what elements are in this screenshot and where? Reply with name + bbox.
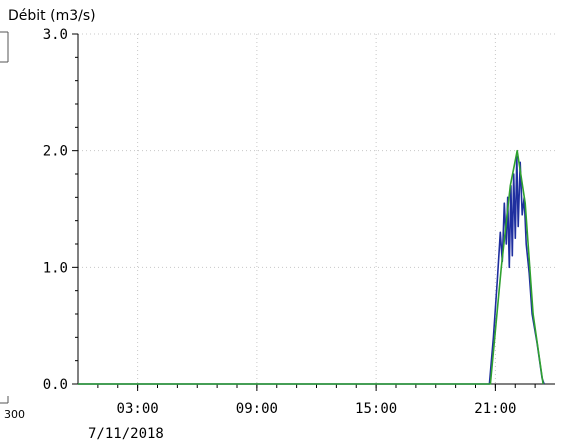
y-tick-label: 2.0 xyxy=(43,144,68,160)
x-tick-label: 09:00 xyxy=(236,401,278,417)
x-date-label: 7/11/2018 xyxy=(88,426,164,442)
y-tick-label: 1.0 xyxy=(43,260,68,276)
series-line-1 xyxy=(78,155,545,385)
y-tick-label: 3.0 xyxy=(43,27,68,43)
ticks: 0.0 1.0 2.0 3.0 03:00 09:00 15:00 21:00 xyxy=(43,27,536,417)
left-edge-label: 300 xyxy=(4,408,25,421)
x-tick-label: 15:00 xyxy=(355,401,397,417)
y-tick-label: 0.0 xyxy=(43,377,68,393)
x-tick-label: 03:00 xyxy=(117,401,159,417)
axes xyxy=(77,34,555,385)
grid xyxy=(78,33,555,384)
x-tick-label: 21:00 xyxy=(474,401,516,417)
series-layer xyxy=(78,149,545,385)
series-line-2 xyxy=(78,149,544,385)
y-axis-label: Débit (m3/s) xyxy=(8,8,96,24)
